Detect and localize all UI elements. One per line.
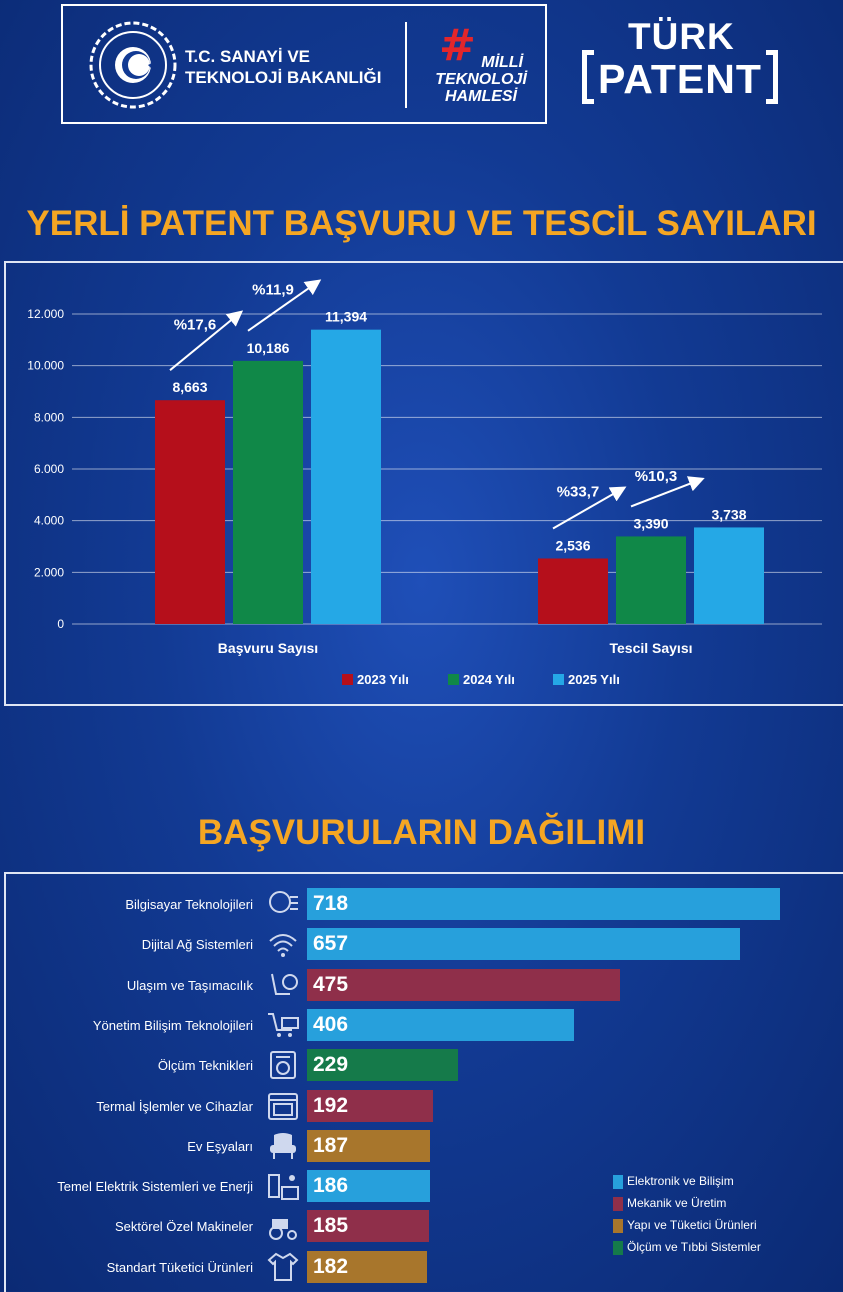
mth-hash: # xyxy=(439,20,476,71)
bar-2025-yılı xyxy=(694,527,764,624)
growth-arrow xyxy=(630,476,705,508)
bar-value-label: 10,186 xyxy=(247,340,290,356)
bar-2023-yılı xyxy=(538,558,608,624)
ministry-gear-logo xyxy=(89,21,177,109)
mth-text: MİLLİ TEKNOLOJİ HAMLESİ xyxy=(433,54,529,105)
growth-arrow xyxy=(169,310,244,371)
legend-label: 2023 Yılı xyxy=(357,672,409,687)
y-tick-label: 0 xyxy=(57,617,64,631)
y-tick-label: 6.000 xyxy=(34,462,64,476)
category-label: Tescil Sayısı xyxy=(609,640,692,656)
bar-value-label: 8,663 xyxy=(172,379,207,395)
mth-line3: HAMLESİ xyxy=(445,88,517,105)
ministry-name-line1: T.C. SANAYİ VE xyxy=(185,47,311,66)
legend-swatch xyxy=(342,674,353,685)
growth-arrow xyxy=(552,486,627,530)
ministry-name-line2: TEKNOLOJİ BAKANLIĞI xyxy=(185,68,382,87)
chart1-title: YERLİ PATENT BAŞVURU VE TESCİL SAYILARI xyxy=(26,204,817,243)
bar-value-label: 3,390 xyxy=(633,515,668,531)
growth-label: %33,7 xyxy=(557,483,600,500)
milli-teknoloji-hamlesi-logo: # MİLLİ TEKNOLOJİ HAMLESİ xyxy=(425,20,535,105)
ministry-header-box: T.C. SANAYİ VE TEKNOLOJİ BAKANLIĞI # MİL… xyxy=(61,4,547,124)
bar-2024-yılı xyxy=(616,536,686,624)
growth-arrow xyxy=(247,279,322,332)
ministry-name: T.C. SANAYİ VE TEKNOLOJİ BAKANLIĞI xyxy=(185,46,395,88)
growth-label: %11,9 xyxy=(252,281,294,298)
legend-swatch xyxy=(448,674,459,685)
y-tick-label: 10.000 xyxy=(27,359,64,373)
turk-patent-logo: TÜRK PATENT xyxy=(580,18,785,110)
growth-label: %10,3 xyxy=(635,468,678,485)
mth-line2: TEKNOLOJİ xyxy=(435,71,527,88)
category-label: Başvuru Sayısı xyxy=(218,640,318,656)
bar-value-label: 2,536 xyxy=(555,537,590,553)
y-tick-label: 12.000 xyxy=(27,307,64,321)
legend-label: 2025 Yılı xyxy=(568,672,620,687)
tp-bracket-right xyxy=(766,50,778,104)
bar-2025-yılı xyxy=(311,329,381,624)
mth-line1: MİLLİ xyxy=(481,54,523,71)
y-tick-label: 8.000 xyxy=(34,410,64,424)
legend-label: 2024 Yılı xyxy=(463,672,515,687)
patent-bar-chart: 0 2.000 4.000 6.000 8.000 10.000 12.000 8,663 1… xyxy=(27,279,822,687)
tp-line2: PATENT xyxy=(598,56,762,102)
bar-2023-yılı xyxy=(155,400,225,624)
tp-line1: TÜRK xyxy=(628,16,735,57)
legend-swatch xyxy=(553,674,564,685)
bar-value-label: 3,738 xyxy=(711,506,746,522)
y-tick-label: 2.000 xyxy=(34,565,64,579)
chart2-title: BAŞVURULARIN DAĞILIMI xyxy=(197,813,646,852)
chart2-frame xyxy=(4,872,843,1292)
chart1-frame xyxy=(4,261,843,706)
bar-2024-yılı xyxy=(233,360,303,624)
bar-value-label: 11,394 xyxy=(325,309,367,325)
y-tick-label: 4.000 xyxy=(34,514,64,528)
tp-bracket-left xyxy=(582,50,594,104)
growth-label: %17,6 xyxy=(174,317,217,334)
header-divider xyxy=(405,22,407,108)
